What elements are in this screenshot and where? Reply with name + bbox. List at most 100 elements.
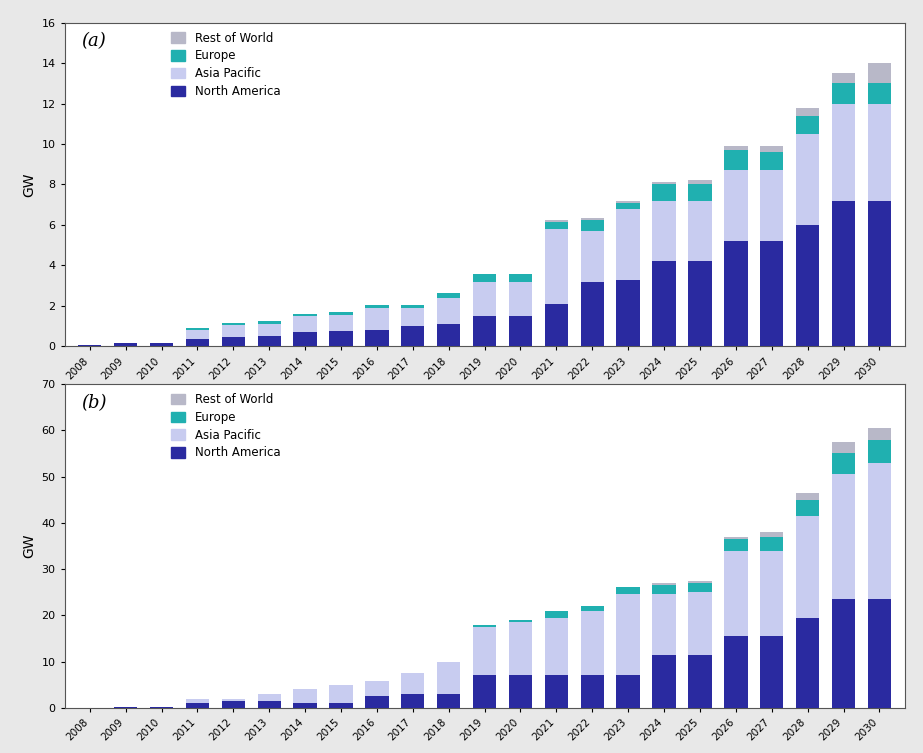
Bar — [294, 332, 317, 346]
Bar — [832, 73, 856, 84]
Bar — [509, 675, 533, 708]
Bar — [832, 84, 856, 104]
Bar — [689, 583, 712, 592]
Bar — [186, 340, 210, 346]
Bar — [796, 134, 820, 225]
Bar — [258, 324, 281, 337]
Bar — [617, 201, 640, 203]
Bar — [796, 500, 820, 516]
Bar — [222, 323, 245, 325]
Bar — [258, 337, 281, 346]
Bar — [760, 170, 784, 241]
Bar — [473, 624, 497, 626]
Bar — [725, 241, 748, 346]
Bar — [653, 654, 676, 708]
Bar — [473, 316, 497, 346]
Bar — [545, 675, 568, 708]
Bar — [258, 694, 281, 701]
Bar — [689, 581, 712, 583]
Bar — [653, 583, 676, 585]
Bar — [509, 620, 533, 622]
Bar — [725, 550, 748, 636]
Bar — [222, 325, 245, 337]
Bar — [330, 703, 353, 708]
Bar — [402, 305, 425, 308]
Bar — [760, 636, 784, 708]
Bar — [760, 146, 784, 152]
Bar — [222, 699, 245, 701]
Bar — [150, 707, 174, 708]
Bar — [868, 462, 891, 599]
Bar — [760, 550, 784, 636]
Bar — [294, 314, 317, 316]
Bar — [689, 184, 712, 200]
Bar — [258, 701, 281, 708]
Bar — [760, 537, 784, 550]
Legend: Rest of World, Europe, Asia Pacific, North America: Rest of World, Europe, Asia Pacific, Nor… — [172, 393, 281, 459]
Bar — [617, 593, 640, 675]
Bar — [689, 181, 712, 184]
Bar — [653, 595, 676, 654]
Bar — [653, 585, 676, 595]
Bar — [653, 201, 676, 261]
Bar — [796, 225, 820, 346]
Bar — [581, 231, 604, 282]
Bar — [868, 84, 891, 104]
Bar — [617, 209, 640, 279]
Bar — [437, 662, 461, 694]
Bar — [832, 453, 856, 474]
Bar — [725, 539, 748, 550]
Bar — [509, 282, 533, 316]
Bar — [617, 203, 640, 209]
Bar — [832, 474, 856, 599]
Bar — [509, 622, 533, 675]
Bar — [437, 298, 461, 324]
Bar — [581, 675, 604, 708]
Bar — [796, 108, 820, 116]
Bar — [581, 220, 604, 231]
Bar — [437, 694, 461, 708]
Bar — [509, 273, 533, 282]
Bar — [868, 104, 891, 200]
Y-axis label: GW: GW — [22, 172, 36, 197]
Bar — [545, 611, 568, 617]
Bar — [473, 282, 497, 316]
Text: (b): (b) — [81, 394, 107, 412]
Bar — [581, 611, 604, 675]
Bar — [402, 694, 425, 708]
Bar — [402, 326, 425, 346]
Bar — [473, 273, 497, 282]
Bar — [796, 492, 820, 500]
Bar — [402, 308, 425, 326]
Bar — [760, 241, 784, 346]
Bar — [689, 592, 712, 654]
Bar — [689, 201, 712, 261]
Bar — [294, 689, 317, 703]
Bar — [545, 220, 568, 222]
Bar — [294, 703, 317, 708]
Bar — [689, 654, 712, 708]
Bar — [725, 537, 748, 539]
Bar — [114, 343, 138, 346]
Bar — [222, 701, 245, 708]
Bar — [258, 321, 281, 324]
Bar — [114, 707, 138, 708]
Bar — [868, 599, 891, 708]
Bar — [366, 681, 389, 697]
Bar — [725, 150, 748, 170]
Bar — [473, 675, 497, 708]
Bar — [832, 200, 856, 346]
Bar — [330, 331, 353, 346]
Bar — [868, 63, 891, 84]
Bar — [760, 532, 784, 537]
Bar — [150, 343, 174, 346]
Bar — [330, 684, 353, 703]
Y-axis label: GW: GW — [22, 534, 36, 558]
Bar — [760, 152, 784, 170]
Bar — [868, 200, 891, 346]
Bar — [545, 304, 568, 346]
Bar — [366, 697, 389, 708]
Bar — [186, 328, 210, 330]
Bar — [725, 170, 748, 241]
Bar — [186, 330, 210, 340]
